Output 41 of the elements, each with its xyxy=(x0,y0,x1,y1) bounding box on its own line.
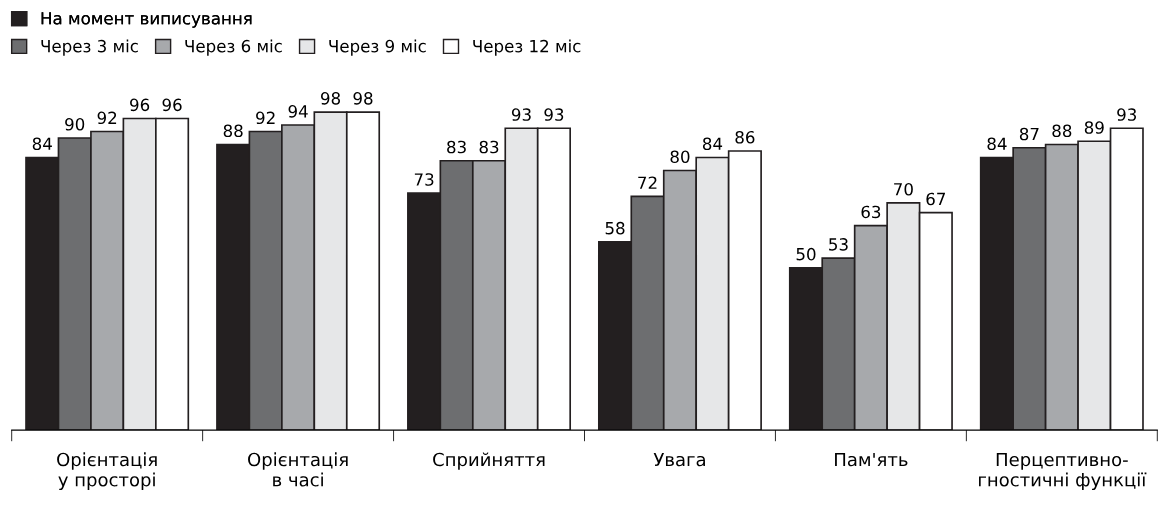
data-label: 63 xyxy=(861,205,881,219)
data-label: 83 xyxy=(447,140,466,154)
data-label: 98 xyxy=(353,92,373,105)
data-label: 53 xyxy=(829,238,848,251)
data-label: 96 xyxy=(130,98,150,112)
data-label: 73 xyxy=(414,173,434,186)
legend-label: Через 9 міс xyxy=(329,39,426,56)
data-label: 88 xyxy=(223,124,243,138)
x-tick-label: Сприйняття xyxy=(433,452,545,470)
legend-label: Через 12 міс xyxy=(473,39,581,56)
legend-label: На момент виписування xyxy=(41,12,252,28)
data-label: 72 xyxy=(638,176,657,189)
data-label: 89 xyxy=(1084,121,1104,134)
data-label: 84 xyxy=(987,137,1007,151)
data-label: 93 xyxy=(1117,108,1137,121)
data-label: 92 xyxy=(256,111,275,125)
x-tick-label: Перцептивно- гностичні функції xyxy=(979,452,1147,491)
x-tick-label: Увага xyxy=(653,452,705,467)
data-label: 80 xyxy=(670,150,690,164)
data-label: 94 xyxy=(288,105,308,118)
x-tick-label: Пам'ять xyxy=(835,452,908,467)
data-label: 70 xyxy=(894,182,913,196)
data-label: 92 xyxy=(97,111,117,125)
data-label: 98 xyxy=(321,92,341,105)
data-label: 84 xyxy=(702,137,723,151)
data-label: 90 xyxy=(65,118,85,131)
data-label: 84 xyxy=(32,137,52,151)
legend-label: Через 3 міс xyxy=(41,39,138,56)
data-label: 86 xyxy=(735,130,755,144)
data-label: 50 xyxy=(796,247,816,261)
x-tick-label: Орієнтація у просторі xyxy=(57,452,157,491)
data-label: 58 xyxy=(605,221,625,235)
x-tick-label: Орієнтація в часі xyxy=(248,452,348,487)
data-label: 83 xyxy=(479,140,499,154)
data-label: 96 xyxy=(162,98,182,112)
data-label: 87 xyxy=(1019,127,1039,141)
legend-label: Через 6 міс xyxy=(185,39,282,56)
data-label: 93 xyxy=(544,108,564,121)
data-label: 88 xyxy=(1052,124,1072,138)
data-label: 93 xyxy=(511,108,531,121)
data-label: 67 xyxy=(926,192,945,206)
